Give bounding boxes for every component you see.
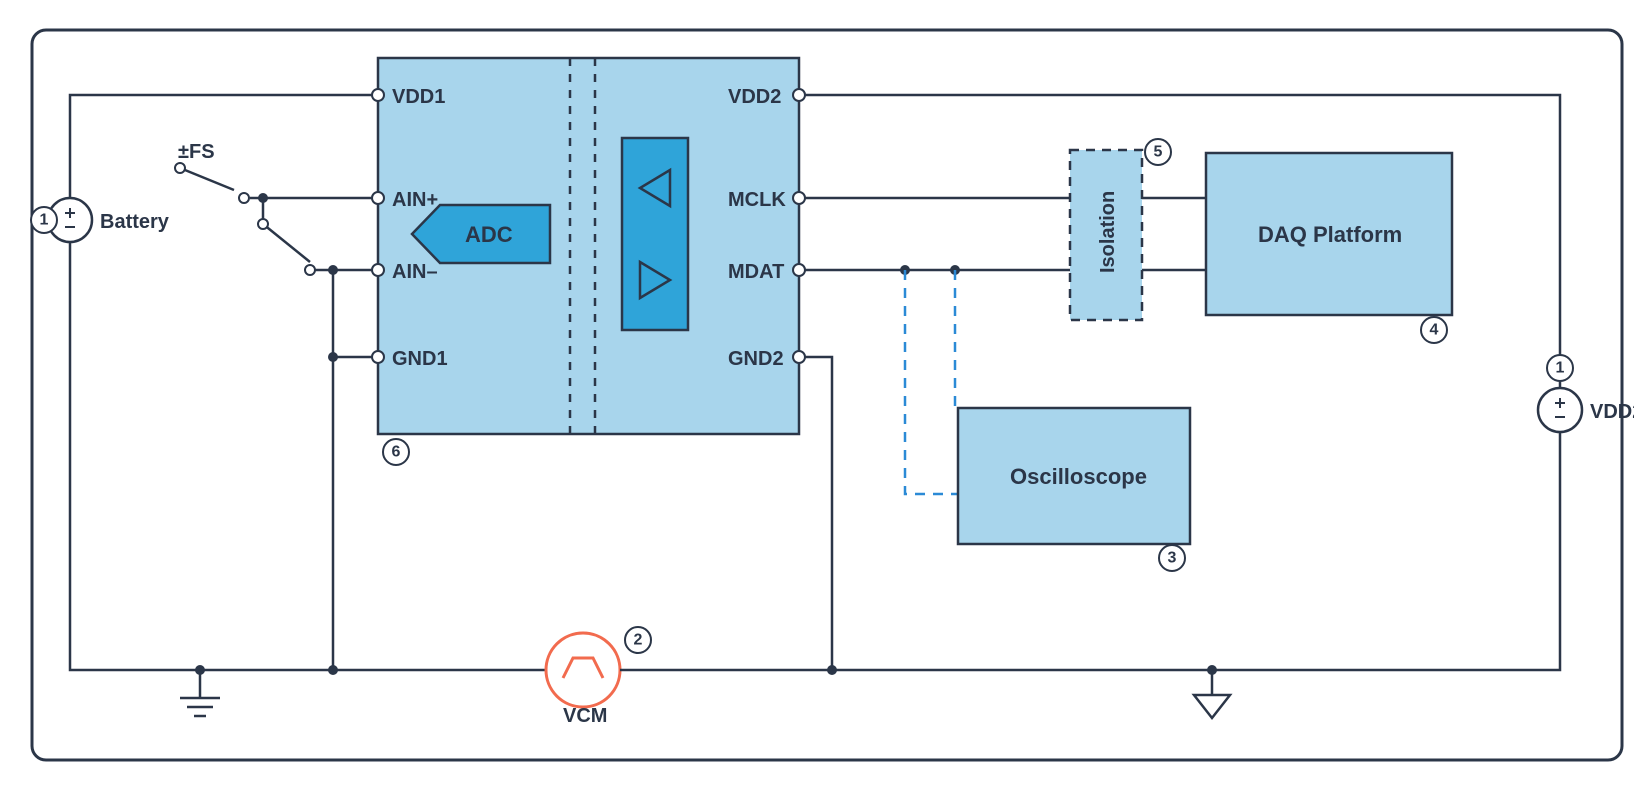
vdd2-label: VDD2 xyxy=(1590,401,1634,423)
svg-text:3: 3 xyxy=(1168,550,1177,567)
switch-fs-t1 xyxy=(175,163,185,173)
battery-label: Battery xyxy=(100,211,170,233)
buffer-block xyxy=(622,138,688,330)
svg-text:4: 4 xyxy=(1430,322,1439,339)
svg-text:5: 5 xyxy=(1154,144,1163,161)
lbl-mclk: MCLK xyxy=(728,189,786,211)
pin-ainm xyxy=(372,264,384,276)
switch-fs-t2 xyxy=(239,193,249,203)
vcm-label: VCM xyxy=(563,705,607,727)
lbl-ainp: AIN+ xyxy=(392,189,438,211)
switch-fs-arm xyxy=(180,168,234,190)
wire-ainm-gnd xyxy=(333,270,372,357)
marker-1b: 1 xyxy=(1547,355,1573,381)
marker-4: 4 xyxy=(1421,317,1447,343)
wire-gnd2-down xyxy=(805,357,832,670)
wire-osc-a xyxy=(905,270,958,494)
marker-5: 5 xyxy=(1145,139,1171,165)
wire-vdd1 xyxy=(70,95,372,198)
pin-ainp xyxy=(372,192,384,204)
lbl-vdd2: VDD2 xyxy=(728,86,781,108)
pin-gnd1 xyxy=(372,351,384,363)
daq-label: DAQ Platform xyxy=(1258,222,1402,247)
circuit-diagram: ADC VDD1 AIN+ AIN– GND1 VDD2 MCLK MDAT G… xyxy=(10,10,1634,778)
lbl-ainm: AIN– xyxy=(392,261,438,283)
pin-vdd2 xyxy=(793,89,805,101)
svg-text:2: 2 xyxy=(634,632,643,649)
ground-right-icon xyxy=(1194,665,1230,718)
svg-text:1: 1 xyxy=(1556,360,1565,377)
marker-2: 2 xyxy=(625,627,651,653)
pin-mclk xyxy=(793,192,805,204)
pin-mdat xyxy=(793,264,805,276)
switch-low-t2 xyxy=(305,265,315,275)
oscilloscope-label: Oscilloscope xyxy=(1010,464,1147,489)
fs-label: ±FS xyxy=(178,141,215,163)
node-gnd2 xyxy=(827,665,837,675)
svg-text:1: 1 xyxy=(40,212,49,229)
svg-text:6: 6 xyxy=(392,444,401,461)
outer-frame xyxy=(32,30,1622,760)
adc-label: ADC xyxy=(465,222,513,247)
wire-vdd2-bot xyxy=(1212,432,1560,670)
isolation-label: Isolation xyxy=(1097,191,1119,273)
node-ainm xyxy=(328,265,338,275)
lbl-vdd1: VDD1 xyxy=(392,86,445,108)
lbl-gnd1: GND1 xyxy=(392,348,448,370)
vcm-source xyxy=(546,633,620,707)
pin-gnd2 xyxy=(793,351,805,363)
marker-6: 6 xyxy=(383,439,409,465)
vdd2-source xyxy=(1538,388,1582,432)
lbl-mdat: MDAT xyxy=(728,261,784,283)
lbl-gnd2: GND2 xyxy=(728,348,784,370)
switch-low-arm xyxy=(263,224,310,262)
ground-left-icon xyxy=(180,665,220,716)
wire-bat-gnd xyxy=(70,242,200,670)
marker-1a: 1 xyxy=(31,207,57,233)
marker-3: 3 xyxy=(1159,545,1185,571)
pin-vdd1 xyxy=(372,89,384,101)
switch-low-t1 xyxy=(258,219,268,229)
